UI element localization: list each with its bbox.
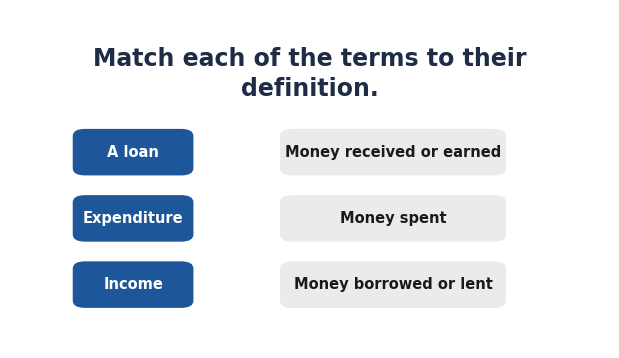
Text: Money borrowed or lent: Money borrowed or lent (293, 277, 493, 292)
Text: Expenditure: Expenditure (83, 211, 183, 226)
FancyBboxPatch shape (73, 129, 193, 175)
FancyBboxPatch shape (280, 195, 506, 242)
FancyBboxPatch shape (280, 129, 506, 175)
Text: Match each of the terms to their
definition.: Match each of the terms to their definit… (93, 47, 526, 101)
FancyBboxPatch shape (73, 195, 193, 242)
Text: A loan: A loan (107, 145, 159, 160)
FancyBboxPatch shape (280, 261, 506, 308)
Text: Money spent: Money spent (340, 211, 446, 226)
Text: Income: Income (103, 277, 163, 292)
FancyBboxPatch shape (73, 261, 193, 308)
Text: Money received or earned: Money received or earned (285, 145, 501, 160)
